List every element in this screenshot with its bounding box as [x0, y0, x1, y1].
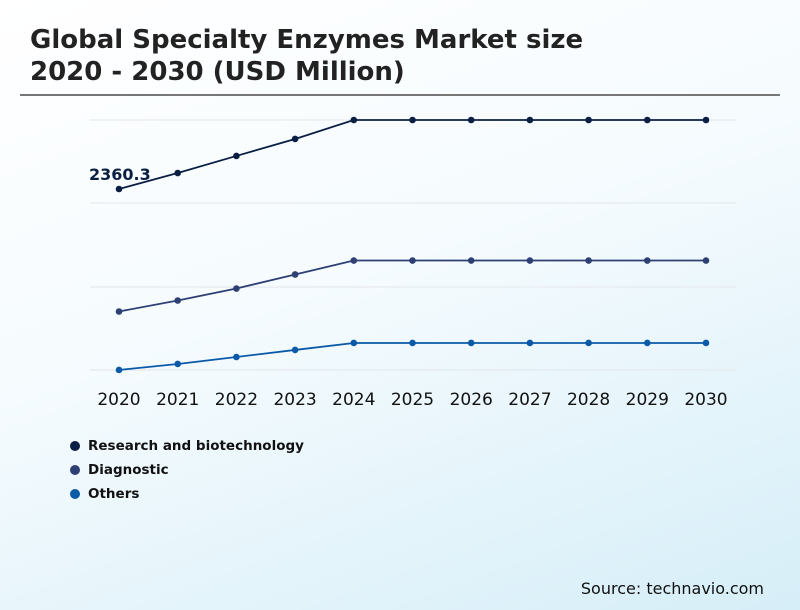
data-point[interactable] [291, 346, 299, 354]
data-point[interactable] [409, 339, 416, 347]
data-point[interactable] [585, 116, 592, 124]
series-line [118, 342, 706, 371]
data-point[interactable] [644, 257, 651, 264]
legend-label: Research and biotechnology [88, 438, 304, 454]
series-line [118, 259, 706, 313]
data-point[interactable] [644, 116, 651, 124]
x-tick-label: 2023 [273, 390, 316, 410]
x-tick-label: 2027 [508, 390, 551, 410]
data-point[interactable] [115, 308, 123, 315]
data-point[interactable] [585, 257, 592, 264]
x-tick-label: 2026 [450, 390, 493, 410]
data-point[interactable] [233, 285, 240, 292]
data-point[interactable] [174, 169, 181, 177]
legend-label: Diagnostic [88, 462, 169, 478]
source-note: Source: technavio.com [580, 579, 764, 598]
legend-marker [70, 465, 80, 475]
data-point[interactable] [174, 360, 181, 368]
data-point[interactable] [467, 339, 475, 347]
legend-label: Others [88, 486, 140, 502]
title-line-1: Global Specialty Enzymes Market size [30, 25, 584, 55]
data-point[interactable] [702, 257, 710, 264]
title-line-2: 2020 - 2030 (USD Million) [30, 57, 405, 87]
data-label: 2360.3 [89, 165, 151, 184]
data-point[interactable] [350, 339, 358, 347]
data-point[interactable] [526, 116, 534, 124]
x-tick-label: 2022 [215, 390, 258, 410]
series-line [118, 119, 706, 190]
data-point[interactable] [585, 339, 592, 347]
data-point[interactable] [291, 135, 299, 143]
data-point[interactable] [115, 185, 123, 193]
data-point[interactable] [644, 339, 651, 347]
legend-item-diagnostic[interactable]: Diagnostic [70, 458, 304, 482]
data-point[interactable] [409, 116, 416, 124]
x-tick-label: 2021 [156, 390, 199, 410]
title-divider [20, 94, 780, 96]
legend-marker [70, 441, 80, 451]
data-point[interactable] [115, 366, 123, 374]
page-title: Global Specialty Enzymes Market size 2020… [30, 24, 583, 88]
x-tick-label: 2024 [332, 390, 375, 410]
legend-item-research[interactable]: Research and biotechnology [70, 434, 304, 458]
data-point[interactable] [174, 297, 181, 304]
data-point[interactable] [291, 271, 299, 278]
x-tick-label: 2020 [97, 390, 140, 410]
x-tick-label: 2029 [626, 390, 669, 410]
legend-marker [70, 489, 80, 499]
data-point[interactable] [233, 353, 240, 361]
data-point[interactable] [467, 257, 475, 264]
x-tick-label: 2025 [391, 390, 434, 410]
x-tick-label: 2030 [684, 390, 727, 410]
data-point[interactable] [350, 257, 358, 264]
data-point[interactable] [233, 152, 240, 160]
data-point[interactable] [526, 339, 534, 347]
data-point[interactable] [467, 116, 475, 124]
x-tick-label: 2028 [567, 390, 610, 410]
legend-item-others[interactable]: Others [70, 482, 304, 506]
data-point[interactable] [702, 116, 710, 124]
legend: Research and biotechnology Diagnostic Ot… [70, 434, 304, 506]
data-point[interactable] [702, 339, 710, 347]
data-point[interactable] [409, 257, 416, 264]
data-point[interactable] [526, 257, 534, 264]
data-point[interactable] [350, 116, 358, 124]
